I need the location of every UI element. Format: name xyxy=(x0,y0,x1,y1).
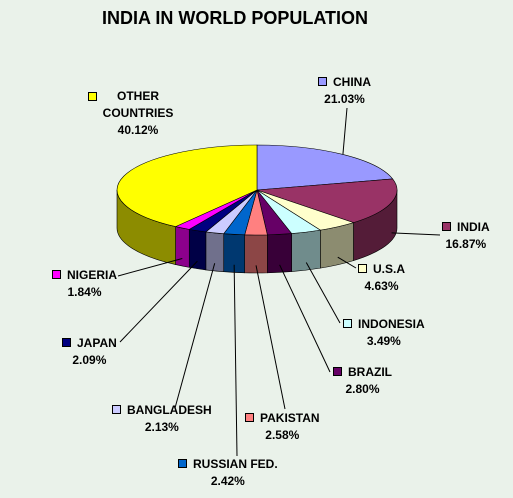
category-label: PAKISTAN xyxy=(260,411,320,425)
legend-swatch xyxy=(358,264,367,273)
slice-side xyxy=(205,231,225,273)
value-label: 2.09% xyxy=(72,353,107,367)
category-label: CHINA xyxy=(333,75,371,89)
legend-swatch xyxy=(88,92,97,101)
legend-swatch xyxy=(333,367,342,376)
value-label: 1.84% xyxy=(67,285,102,299)
value-label: 16.87% xyxy=(445,237,487,251)
category-label: INDONESIA xyxy=(358,317,425,331)
slice-side xyxy=(291,229,321,272)
data-label: BRAZIL 2.80% xyxy=(333,364,392,398)
legend-swatch xyxy=(442,222,451,231)
category-label: INDIA xyxy=(457,220,490,234)
value-label: 2.80% xyxy=(345,382,380,396)
data-label: RUSSIAN FED. 2.42% xyxy=(178,456,278,490)
legend-swatch xyxy=(178,459,187,468)
slice xyxy=(256,144,394,191)
leader-line xyxy=(342,107,348,155)
leader-line xyxy=(391,232,441,236)
leader-line xyxy=(233,264,238,457)
value-label: 2.58% xyxy=(265,428,300,442)
data-label: OTHER COUNTRIES 40.12% xyxy=(88,88,188,139)
leader-line xyxy=(119,260,198,343)
value-label: 4.63% xyxy=(364,279,399,293)
chart-title: INDIA IN WORLD POPULATION xyxy=(102,8,368,28)
value-label: 3.49% xyxy=(366,334,401,348)
data-label: INDONESIA 3.49% xyxy=(343,316,425,350)
leader-line xyxy=(255,265,286,410)
data-label: INDIA 16.87% xyxy=(442,219,490,253)
value-label: 40.12% xyxy=(117,123,159,137)
data-label: CHINA 21.03% xyxy=(318,74,371,108)
data-label: JAPAN 2.09% xyxy=(62,335,117,369)
slice xyxy=(256,178,398,223)
value-label: 21.03% xyxy=(324,92,365,106)
leader-line xyxy=(305,262,341,324)
value-label: 2.42% xyxy=(210,474,245,488)
data-label: BANGLADESH 2.13% xyxy=(112,402,212,436)
leader-line xyxy=(337,256,357,269)
category-label: RUSSIAN FED. xyxy=(193,457,278,471)
category-label: OTHER COUNTRIES xyxy=(102,89,174,120)
leader-line xyxy=(117,257,183,277)
value-label: 2.13% xyxy=(144,420,179,434)
slice xyxy=(116,144,258,227)
legend-swatch xyxy=(318,77,327,86)
slice-side xyxy=(267,233,292,274)
category-label: BRAZIL xyxy=(348,365,392,379)
category-label: U.S.A xyxy=(373,262,406,276)
data-label: NIGERIA 1.84% xyxy=(52,267,117,301)
leader-line xyxy=(174,263,216,409)
slice-side xyxy=(188,229,207,271)
data-label: U.S.A 4.63% xyxy=(358,261,405,295)
data-label: PAKISTAN 2.58% xyxy=(245,410,320,444)
category-label: BANGLADESH xyxy=(127,403,212,417)
legend-swatch xyxy=(343,319,352,328)
category-label: NIGERIA xyxy=(67,268,118,282)
legend-swatch xyxy=(112,405,121,414)
legend-swatch xyxy=(62,338,71,347)
slice-side xyxy=(175,226,190,268)
category-label: JAPAN xyxy=(77,336,117,350)
legend-swatch xyxy=(52,270,61,279)
legend-swatch xyxy=(245,413,254,422)
leader-line xyxy=(279,264,331,373)
